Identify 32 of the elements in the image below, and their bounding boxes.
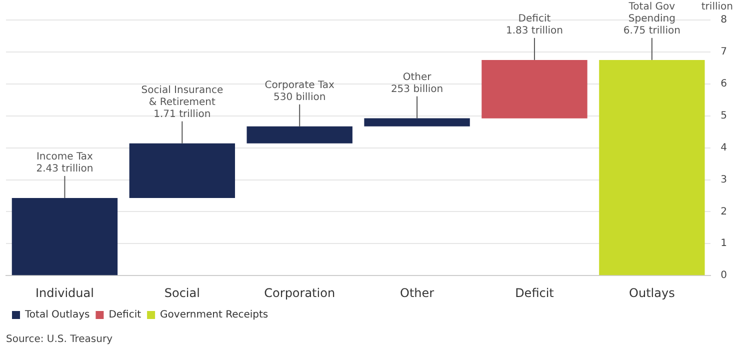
- y-tick-label: 3: [720, 174, 728, 186]
- bar: [599, 60, 705, 276]
- y-axis-title: trillion: [701, 2, 733, 13]
- x-tick-label: Individual: [35, 286, 94, 300]
- data-label: Deficit 1.83 trillion: [506, 14, 563, 37]
- x-tick-label: Social: [164, 286, 200, 300]
- bar: [364, 118, 470, 126]
- y-tick-label: 1: [720, 238, 728, 250]
- y-tick-label: 5: [720, 110, 728, 122]
- y-tick-label: 6: [720, 78, 728, 90]
- y-tick-label: 2: [720, 206, 728, 218]
- legend-label: Government Receipts: [160, 310, 268, 321]
- x-tick-label: Deficit: [515, 286, 554, 300]
- data-label: Corporate Tax 530 billion: [264, 80, 335, 103]
- bar: [246, 126, 352, 144]
- bar: [129, 143, 236, 198]
- legend-label: Total Outlays: [24, 310, 90, 321]
- x-tick-label: Other: [400, 286, 434, 300]
- data-label: Income Tax 2.43 trillion: [36, 152, 94, 175]
- source-note: Source: U.S. Treasury: [6, 334, 112, 345]
- bar: [12, 198, 118, 276]
- x-tick-label: Outlays: [629, 286, 675, 300]
- x-tick-label: Corporation: [264, 286, 336, 300]
- data-label: Other 253 billion: [390, 72, 444, 95]
- y-tick-label: 8: [720, 14, 728, 26]
- data-label: Total Gov Spending 6.75 trillion: [623, 2, 680, 37]
- y-tick-label: 4: [720, 142, 728, 154]
- bar: [482, 60, 588, 118]
- y-tick-label: 0: [720, 270, 728, 282]
- y-tick-label: 7: [720, 46, 728, 58]
- legend-label: Deficit: [108, 310, 142, 321]
- data-label: Social Insurance & Retirement 1.71 trillion: [141, 84, 224, 120]
